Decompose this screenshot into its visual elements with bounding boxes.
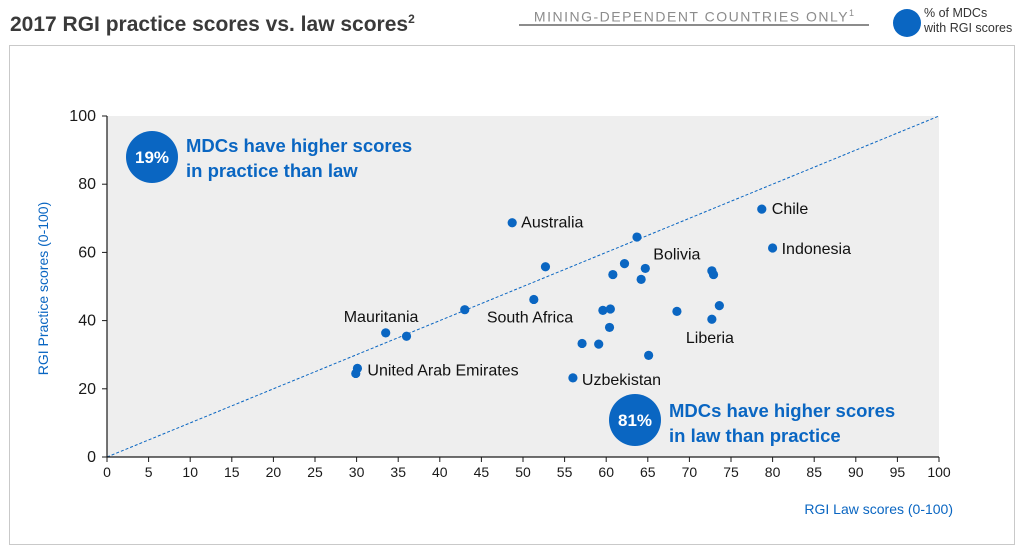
data-point [707, 314, 717, 324]
x-tick-label: 95 [890, 464, 906, 480]
data-point [604, 322, 615, 333]
annotation-text-line: MDCs have higher scores [669, 400, 895, 421]
data-point [640, 263, 650, 274]
data-point [757, 204, 767, 214]
data-point [708, 269, 719, 280]
point-label: Chile [772, 201, 809, 218]
annotation-text-line: in law than practice [669, 425, 841, 446]
data-point [460, 305, 470, 315]
x-tick-label: 0 [103, 464, 111, 480]
y-tick-label: 40 [78, 313, 96, 330]
y-tick-label: 20 [78, 381, 96, 398]
data-point [714, 300, 724, 311]
y-tick-label: 60 [78, 244, 96, 261]
x-axis-title: RGI Law scores (0-100) [804, 501, 953, 517]
point-label: Liberia [686, 330, 734, 347]
y-tick-label: 0 [87, 449, 96, 466]
x-tick-label: 90 [848, 464, 864, 480]
data-point [636, 274, 646, 284]
y-axis-title: RGI Practice scores (0-100) [35, 202, 51, 376]
point-label: Australia [521, 215, 583, 232]
data-point [577, 338, 587, 349]
x-tick-label: 30 [349, 464, 365, 480]
filter-tag: MINING-DEPENDENT COUNTRIES ONLY1 [519, 2, 869, 26]
legend: % of MDCs with RGI scores [893, 6, 1028, 42]
data-point [632, 232, 642, 242]
data-point [381, 328, 391, 338]
data-point [672, 306, 682, 316]
x-tick-label: 65 [640, 464, 656, 480]
annotation-badge [609, 394, 661, 446]
data-point [768, 243, 778, 253]
chart-panel [9, 45, 1015, 545]
point-label: Indonesia [782, 241, 851, 258]
plot-background [107, 116, 939, 457]
data-point [608, 269, 618, 280]
legend-label: % of MDCs with RGI scores [924, 6, 1013, 35]
data-point [594, 339, 604, 349]
x-tick-label: 60 [598, 464, 614, 480]
x-tick-label: 35 [390, 464, 406, 480]
data-point [605, 304, 615, 314]
point-label: South Africa [487, 309, 573, 326]
annotation-badge [126, 131, 178, 183]
chart-title: 2017 RGI practice scores vs. law scores2 [10, 12, 415, 36]
x-tick-label: 55 [557, 464, 573, 480]
x-tick-label: 50 [515, 464, 531, 480]
annotation-badge-value: 81% [618, 411, 652, 430]
data-point [598, 305, 608, 315]
data-point [568, 373, 578, 383]
point-label: Bolivia [653, 246, 700, 263]
data-point [619, 259, 630, 269]
x-tick-label: 40 [432, 464, 448, 480]
y-tick-label: 80 [78, 176, 96, 193]
x-tick-label: 75 [723, 464, 739, 480]
x-tick-label: 10 [182, 464, 198, 480]
point-label: United Arab Emirates [367, 362, 518, 379]
data-point [351, 368, 361, 379]
annotation-text-line: MDCs have higher scores [186, 135, 412, 156]
y-tick-label: 100 [69, 108, 96, 125]
data-point [507, 218, 517, 228]
x-tick-label: 85 [806, 464, 822, 480]
data-point [540, 262, 551, 272]
x-tick-label: 15 [224, 464, 240, 480]
data-point [644, 350, 654, 360]
x-tick-label: 25 [307, 464, 323, 480]
x-tick-label: 45 [474, 464, 490, 480]
x-tick-label: 80 [765, 464, 781, 480]
point-label: Mauritania [344, 309, 419, 326]
point-label: Uzbekistan [582, 372, 661, 389]
x-tick-label: 100 [927, 464, 951, 480]
x-tick-label: 20 [266, 464, 282, 480]
x-tick-label: 5 [145, 464, 153, 480]
data-point [401, 331, 412, 341]
data-point [529, 294, 539, 305]
x-tick-label: 70 [682, 464, 698, 480]
legend-marker [893, 9, 921, 37]
annotation-text-line: in practice than law [186, 160, 358, 181]
annotation-badge-value: 19% [135, 148, 169, 167]
